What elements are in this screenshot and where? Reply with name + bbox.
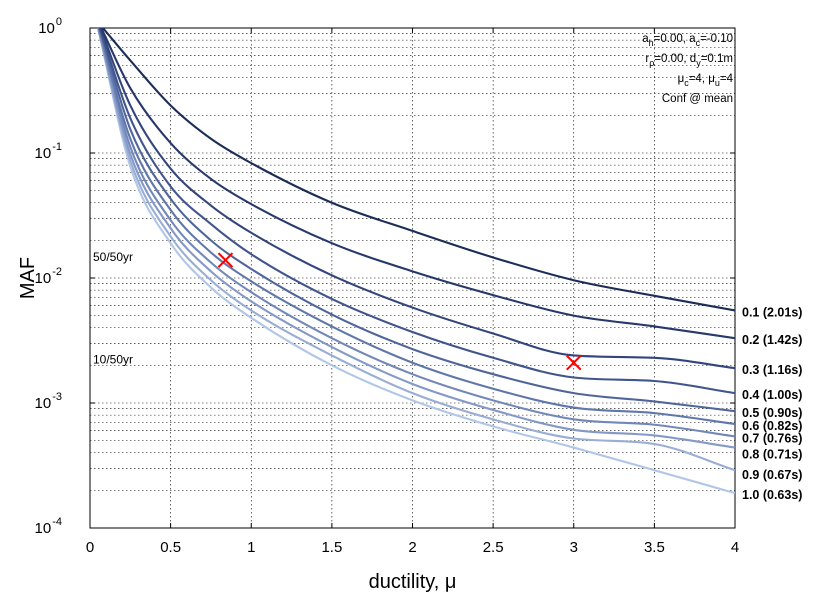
series-line	[98, 28, 735, 413]
series-label: 1.0 (0.63s)	[742, 488, 802, 502]
series-label: 0.3 (1.16s)	[742, 363, 802, 377]
y-tick-label: 10-3	[35, 391, 62, 412]
curves	[97, 28, 735, 495]
parameter-line: rρ=0.00, dy=0.1m	[645, 53, 733, 68]
series-label: 0.4 (1.00s)	[742, 388, 802, 402]
series-line	[98, 28, 735, 395]
hazard-marker	[217, 252, 234, 268]
x-tick-label: 3	[570, 539, 578, 556]
series-line	[100, 28, 735, 340]
series-line	[97, 28, 735, 472]
series-label: 0.8 (0.71s)	[742, 448, 802, 462]
markers	[217, 252, 582, 371]
hazard-labels: 50/50yr 10/50yr	[93, 250, 133, 367]
x-tick-label: 0.5	[160, 539, 181, 556]
y-tick-label: 10-4	[35, 516, 62, 537]
series-label: 0.1 (2.01s)	[742, 305, 802, 319]
x-tick-label: 2.5	[483, 539, 504, 556]
parameter-line: Conf @ mean	[662, 93, 733, 105]
series-label: 0.9 (0.67s)	[742, 468, 802, 482]
series-label: 0.5 (0.90s)	[742, 406, 802, 420]
x-axis-label: ductility, μ	[369, 571, 457, 593]
x-tick-label: 4	[731, 539, 739, 556]
series-line	[102, 28, 735, 312]
parameter-line: ah=0.00, ac=-0.10	[642, 33, 733, 48]
series-label: 0.2 (1.42s)	[742, 333, 802, 347]
y-tick-label: 100	[38, 16, 62, 37]
y-axis-label: MAF	[17, 257, 39, 299]
x-tick-label: 3.5	[644, 539, 665, 556]
hazard-marker	[566, 355, 582, 371]
series-labels: 0.1 (2.01s) 0.2 (1.42s) 0.3 (1.16s) 0.4 (1.…	[742, 305, 802, 502]
hazard-level-label: 50/50yr	[93, 250, 133, 264]
series-label: 0.7 (0.76s)	[742, 431, 802, 445]
x-tick-label: 2	[408, 539, 416, 556]
parameter-box: ah=0.00, ac=-0.10 rρ=0.00, dy=0.1m μc=4, μ…	[642, 33, 733, 105]
series-line	[97, 28, 735, 425]
x-tick-label: 1.5	[321, 539, 342, 556]
y-tick-label: 10-1	[35, 141, 62, 162]
series-label: 0.6 (0.82s)	[742, 419, 802, 433]
series-line	[97, 28, 735, 449]
x-tick-label: 0	[86, 539, 94, 556]
x-tick-label: 1	[247, 539, 255, 556]
hazard-level-label: 10/50yr	[93, 353, 133, 367]
series-line	[99, 28, 735, 370]
grid	[90, 28, 735, 528]
series-line	[97, 28, 735, 438]
series-line	[97, 28, 735, 495]
parameter-line: μc=4, μu=4	[678, 73, 734, 88]
